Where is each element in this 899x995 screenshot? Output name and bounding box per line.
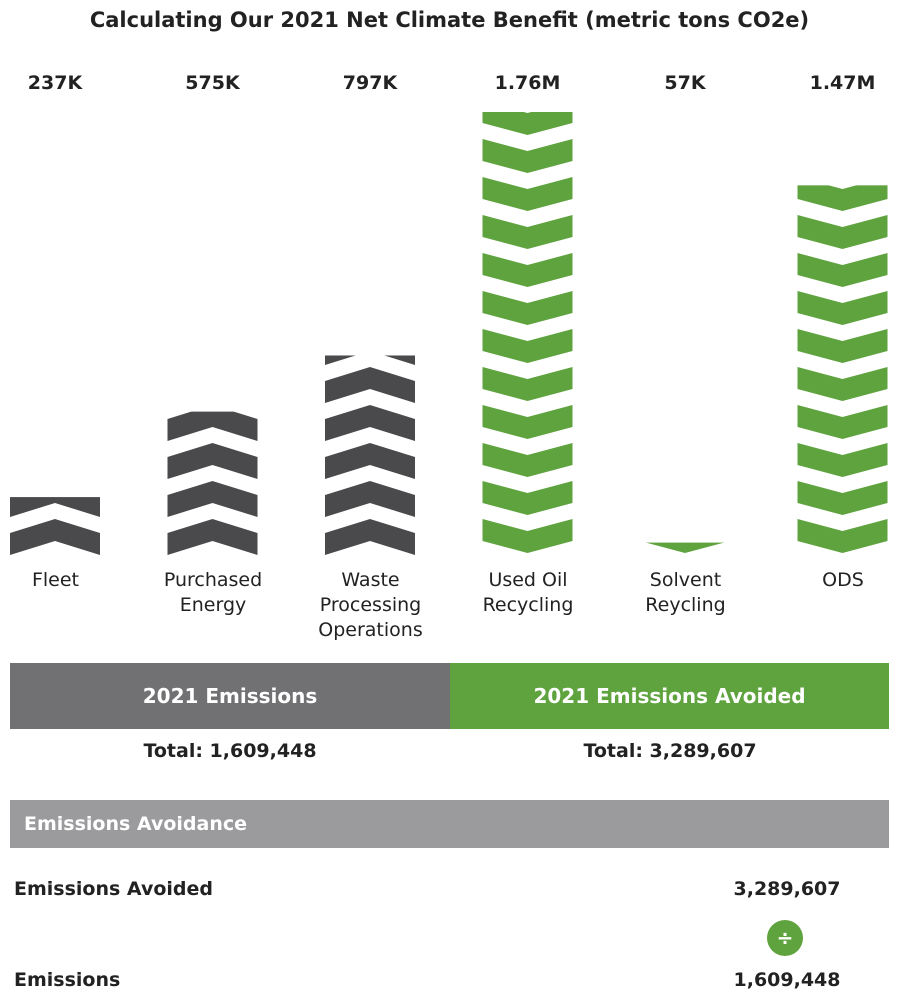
bar: [10, 497, 100, 557]
value-label: 237K: [27, 72, 83, 94]
row-label: Emissions: [14, 969, 121, 991]
chart-title: Calculating Our 2021 Net Climate Benefit…: [89, 8, 810, 32]
value-label: 575K: [185, 72, 240, 94]
value-label: 1.76M: [494, 72, 561, 94]
row-label: Emissions Avoided: [14, 878, 213, 900]
bar: [482, 112, 573, 557]
section-header: Emissions Avoidance: [10, 800, 889, 848]
category-label: Solvent Reycling: [645, 569, 726, 616]
avoided-total: Total: 3,289,607: [583, 740, 757, 762]
bar: [640, 542, 730, 557]
value-label: 1.47M: [809, 72, 876, 94]
divide-icon: ÷: [767, 920, 803, 956]
category-label: Waste Processing Operations: [318, 569, 423, 641]
bar: [167, 411, 258, 557]
avoided-band: 2021 Emissions Avoided: [450, 663, 889, 729]
emissions-band: 2021 Emissions: [10, 663, 450, 729]
chart: [10, 112, 888, 558]
category-label: Fleet: [31, 569, 80, 591]
category-label: ODS: [822, 569, 864, 591]
category-label: Used Oil Recycling: [482, 569, 574, 616]
category-label: Purchased Energy: [163, 569, 263, 616]
row-value: 1,609,448: [733, 969, 841, 991]
emissions-total: Total: 1,609,448: [143, 740, 317, 762]
row-value: 3,289,607: [733, 878, 841, 900]
bar: [325, 355, 415, 557]
bar: [797, 185, 888, 558]
value-label: 797K: [342, 72, 398, 94]
value-label: 57K: [664, 72, 706, 94]
